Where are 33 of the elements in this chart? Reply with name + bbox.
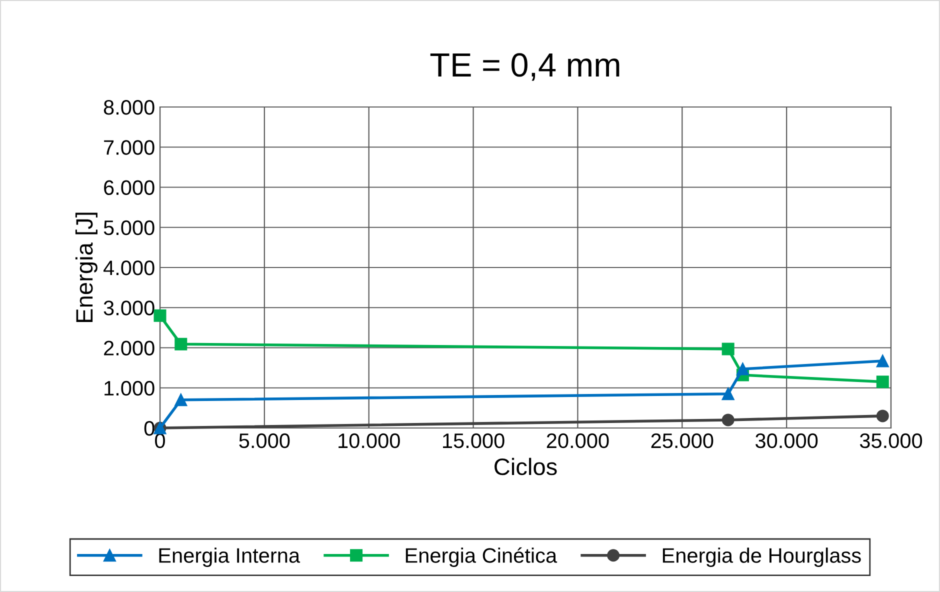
x-tick-label: 15.000 bbox=[443, 433, 504, 448]
x-tick-label: 10.000 bbox=[338, 433, 400, 448]
point bbox=[174, 338, 188, 350]
x-tick-label: 5.000 bbox=[239, 433, 290, 448]
point bbox=[722, 388, 734, 400]
y-tick-label: 0 bbox=[144, 421, 154, 436]
y-tick-label: 5.000 bbox=[104, 220, 154, 236]
x-tick-label: 30.000 bbox=[756, 433, 818, 448]
point bbox=[722, 414, 734, 426]
point bbox=[876, 410, 889, 422]
legend-label: Energia Interna bbox=[159, 548, 300, 567]
legend-label: Energia Cinética bbox=[406, 547, 558, 567]
chart-title: TE = 0,4 mm bbox=[430, 53, 620, 81]
legend-label: Energia de Hourglass bbox=[662, 548, 861, 567]
y-tick-label: 3.000 bbox=[104, 300, 154, 316]
x-tick-label: 0 bbox=[155, 433, 165, 448]
y-tick-label: 8.000 bbox=[104, 100, 154, 115]
point bbox=[722, 342, 734, 356]
point bbox=[736, 362, 749, 376]
point bbox=[174, 394, 188, 406]
y-tick-label: 4.000 bbox=[103, 260, 154, 276]
x-axis-title: Ciclos bbox=[494, 458, 557, 476]
x-tick-label: 25.000 bbox=[651, 433, 714, 448]
x-tick-label: 35.000 bbox=[860, 433, 922, 448]
point bbox=[876, 354, 889, 368]
y-axis-title: Energia [J] bbox=[75, 212, 98, 322]
y-tick-label: 7.000 bbox=[104, 140, 154, 155]
x-tick-label: 20.000 bbox=[546, 433, 609, 448]
y-tick-label: 1.000 bbox=[104, 380, 154, 396]
y-tick-label: 2.000 bbox=[104, 340, 154, 356]
point bbox=[154, 309, 166, 322]
y-tick-label: 6.000 bbox=[104, 180, 154, 196]
point bbox=[876, 376, 889, 388]
